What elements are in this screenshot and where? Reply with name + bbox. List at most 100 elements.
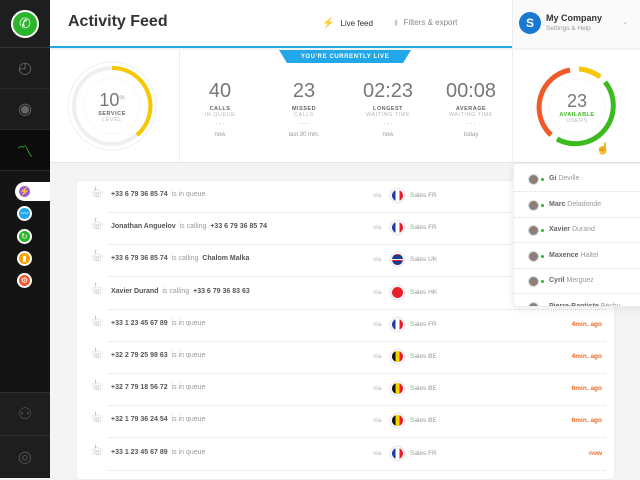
incoming-call-icon: ☏ ↓ [91, 346, 104, 361]
time-ago: 6min. ago [571, 417, 602, 425]
chevron-down-icon: ⌄ [622, 19, 628, 26]
analytics-icon[interactable]: 〰 [17, 206, 32, 221]
online-status-icon [541, 203, 544, 207]
caller[interactable]: Jonathan Anguelov [111, 223, 176, 231]
stat-sublabel: CALLS [294, 112, 314, 118]
time-ago: 4min. ago [571, 320, 602, 328]
via-label: via [373, 224, 382, 232]
first-name: Gi [549, 175, 557, 182]
filters-export-tab[interactable]: ⫲ Filters & export [395, 18, 457, 28]
flag-uk-icon [391, 253, 404, 267]
user-item[interactable]: Cyril Merguez [514, 268, 640, 294]
action: is calling [171, 255, 199, 263]
stat-longest-wait: 02:23 LONGEST WAITING TIME - - - now [348, 80, 428, 138]
action: is in queue [171, 352, 206, 359]
user-name: Gi Deville [549, 175, 579, 182]
row-divider [109, 405, 606, 407]
caller[interactable]: +33 6 79 36 85 74 [111, 191, 168, 198]
service-label: SERVICE [98, 111, 126, 117]
stat-value: 00:08 [445, 80, 497, 102]
via-label: via [373, 417, 382, 425]
live-feed-tab[interactable]: ⚡ Live feed [322, 18, 373, 29]
stat-period: now [382, 132, 394, 138]
user-name: Marc Deladonde [549, 201, 601, 208]
feed-text: +33 6 79 36 85 74 is calling Chalom Malk… [111, 255, 249, 262]
cursor-icon: ☝ [596, 143, 610, 155]
avatar [528, 199, 539, 211]
refresh-icon[interactable]: ↻ [17, 229, 32, 244]
available-users: 23 AVAILABLE USERS [553, 91, 601, 124]
caller[interactable]: Xavier Durand [111, 287, 159, 295]
stat-label: AVERAGE [455, 106, 487, 112]
callee[interactable]: +33 6 79 36 85 74 [210, 223, 267, 231]
via-label: via [373, 192, 382, 199]
filters-label: Filters & export [403, 18, 458, 27]
stat-sublabel: WAITING TIME [449, 112, 493, 118]
time-ago: now [589, 449, 602, 457]
team-name: Sales HK [410, 288, 438, 296]
call-history-icon[interactable]: ◴ [0, 48, 50, 89]
header: Activity Feed ⚡ Live feed ⫲ Filters & expo… [50, 0, 640, 48]
live-badge: YOU'RE CURRENTLY LIVE [279, 50, 411, 63]
via-label: via [373, 288, 382, 296]
feed-row[interactable]: ☏ ↓ +32 1 79 36 24 54 is in queue via Sal… [77, 406, 616, 439]
feed-row[interactable]: ☏ ↑ Xavier Durand is calling +33 6 79 36 … [77, 278, 616, 310]
user-item[interactable]: Xavier Durand [514, 217, 640, 243]
caller[interactable]: +32 2 79 25 98 63 [111, 352, 168, 359]
user-item[interactable]: Gi Deville [514, 166, 640, 192]
stat-dots: - - - [466, 121, 476, 127]
flag-hk-icon [391, 285, 404, 299]
feed-row[interactable]: ☏ ↑ +33 6 79 36 85 74 is calling Chalom M… [77, 245, 616, 278]
user-item[interactable]: Maxence Haltel [514, 243, 640, 269]
service-value: 10 [99, 90, 120, 110]
available-sublabel: USERS [566, 118, 588, 124]
feed-row[interactable]: ☏ ↓ +32 2 79 25 98 63 is in queue via Sal… [77, 342, 616, 374]
feed-row[interactable]: ☏ ↓ +33 1 23 45 67 89 is in queue via Sal… [77, 439, 616, 471]
incoming-call-icon: ☏ ↓ [91, 313, 104, 329]
caller[interactable]: +33 1 23 45 67 89 [111, 448, 168, 456]
online-status-icon [541, 280, 544, 283]
team-name: Sales BE [410, 353, 437, 360]
activity-icon[interactable]: 〽 [0, 130, 50, 171]
user-item[interactable]: Pierre-Baptiste Béchu [514, 294, 640, 307]
row-divider [109, 437, 606, 439]
last-name: Béchu [600, 302, 621, 307]
sidebar: ✆ ◴ ◉ 〽 ⚡ 〰 ↻ ▮ ⚙ ⚇ ◎ [0, 0, 50, 478]
team-name: Sales FR [410, 449, 437, 457]
last-name: Deladonde [567, 200, 602, 208]
incoming-call-icon: ☏ ↓ [91, 378, 104, 394]
online-status-icon [541, 229, 544, 232]
stat-value: 40 [208, 80, 232, 102]
feed-text: +32 7 79 18 56 72 is in queue [111, 384, 207, 391]
integrations-icon[interactable]: ⚇ [0, 392, 50, 435]
row-divider [109, 212, 606, 213]
contacts-icon[interactable]: ◉ [0, 89, 50, 130]
first-name: Cyril [549, 277, 565, 284]
available-users-gauge[interactable] [529, 59, 625, 155]
stat-calls-in-queue: 40 CALLS IN QUEUE - - - now [180, 80, 260, 138]
callee[interactable]: Chalom Malka [202, 255, 250, 263]
phone-icon[interactable]: ✆ [11, 9, 39, 38]
feed-row[interactable]: ☏ ↓ +33 1 23 45 67 89 is in queue via Sal… [77, 310, 616, 342]
caller[interactable]: +33 1 23 45 67 89 [111, 319, 168, 327]
feed-row[interactable]: ☏ ↓ +33 6 79 36 85 74 is in queue via Sal… [77, 181, 616, 213]
dialer-icon[interactable]: ◎ [0, 435, 50, 478]
live-icon[interactable]: ⚡ [17, 184, 32, 199]
user-name: Xavier Durand [549, 226, 595, 233]
team-name: Sales UK [410, 256, 438, 264]
team-name: Sales FR [410, 192, 437, 199]
feed-row[interactable]: ☏ ↓ +32 7 79 18 56 72 is in queue via Sal… [77, 374, 616, 407]
row-divider [109, 469, 606, 471]
stats-icon[interactable]: ▮ [17, 251, 32, 266]
avatar [528, 301, 539, 306]
stat-label: MISSED [291, 106, 317, 112]
callee[interactable]: +33 6 79 36 83 63 [193, 287, 250, 295]
caller[interactable]: +32 7 79 18 56 72 [111, 384, 168, 392]
row-divider [109, 308, 606, 310]
settings-icon[interactable]: ⚙ [17, 273, 32, 288]
caller[interactable]: +32 1 79 36 24 54 [111, 416, 168, 424]
caller[interactable]: +33 6 79 36 85 74 [111, 255, 168, 263]
feed-row[interactable]: ☏ ↑ Jonathan Anguelov is calling +33 6 79… [77, 213, 616, 246]
company-menu[interactable]: S My Company Settings & Help ⌄ [512, 0, 640, 48]
user-item[interactable]: Marc Deladonde [514, 192, 640, 218]
